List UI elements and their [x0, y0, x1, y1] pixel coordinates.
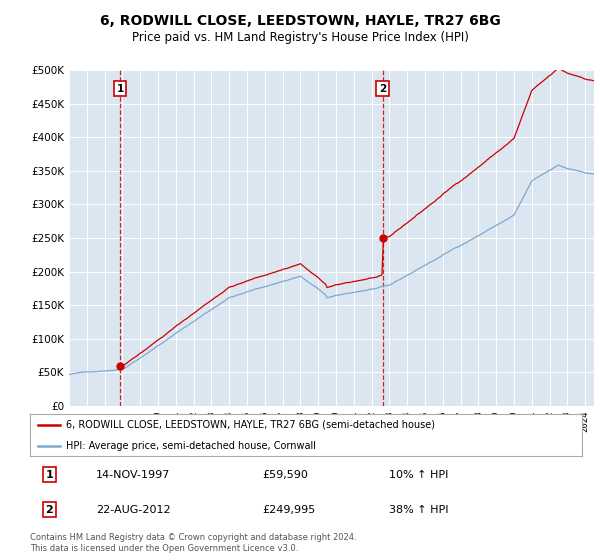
Text: 14-NOV-1997: 14-NOV-1997 — [96, 470, 170, 479]
Text: £59,590: £59,590 — [262, 470, 308, 479]
Text: 2: 2 — [46, 505, 53, 515]
Text: 22-AUG-2012: 22-AUG-2012 — [96, 505, 171, 515]
Text: Price paid vs. HM Land Registry's House Price Index (HPI): Price paid vs. HM Land Registry's House … — [131, 31, 469, 44]
Text: 38% ↑ HPI: 38% ↑ HPI — [389, 505, 448, 515]
Text: 1: 1 — [116, 84, 124, 94]
Text: 2: 2 — [379, 84, 386, 94]
Text: 6, RODWILL CLOSE, LEEDSTOWN, HAYLE, TR27 6BG: 6, RODWILL CLOSE, LEEDSTOWN, HAYLE, TR27… — [100, 14, 500, 28]
Text: 10% ↑ HPI: 10% ↑ HPI — [389, 470, 448, 479]
Text: HPI: Average price, semi-detached house, Cornwall: HPI: Average price, semi-detached house,… — [66, 441, 316, 451]
Text: 1: 1 — [46, 470, 53, 479]
Text: 6, RODWILL CLOSE, LEEDSTOWN, HAYLE, TR27 6BG (semi-detached house): 6, RODWILL CLOSE, LEEDSTOWN, HAYLE, TR27… — [66, 420, 435, 430]
Text: Contains HM Land Registry data © Crown copyright and database right 2024.
This d: Contains HM Land Registry data © Crown c… — [30, 533, 356, 553]
Text: £249,995: £249,995 — [262, 505, 315, 515]
